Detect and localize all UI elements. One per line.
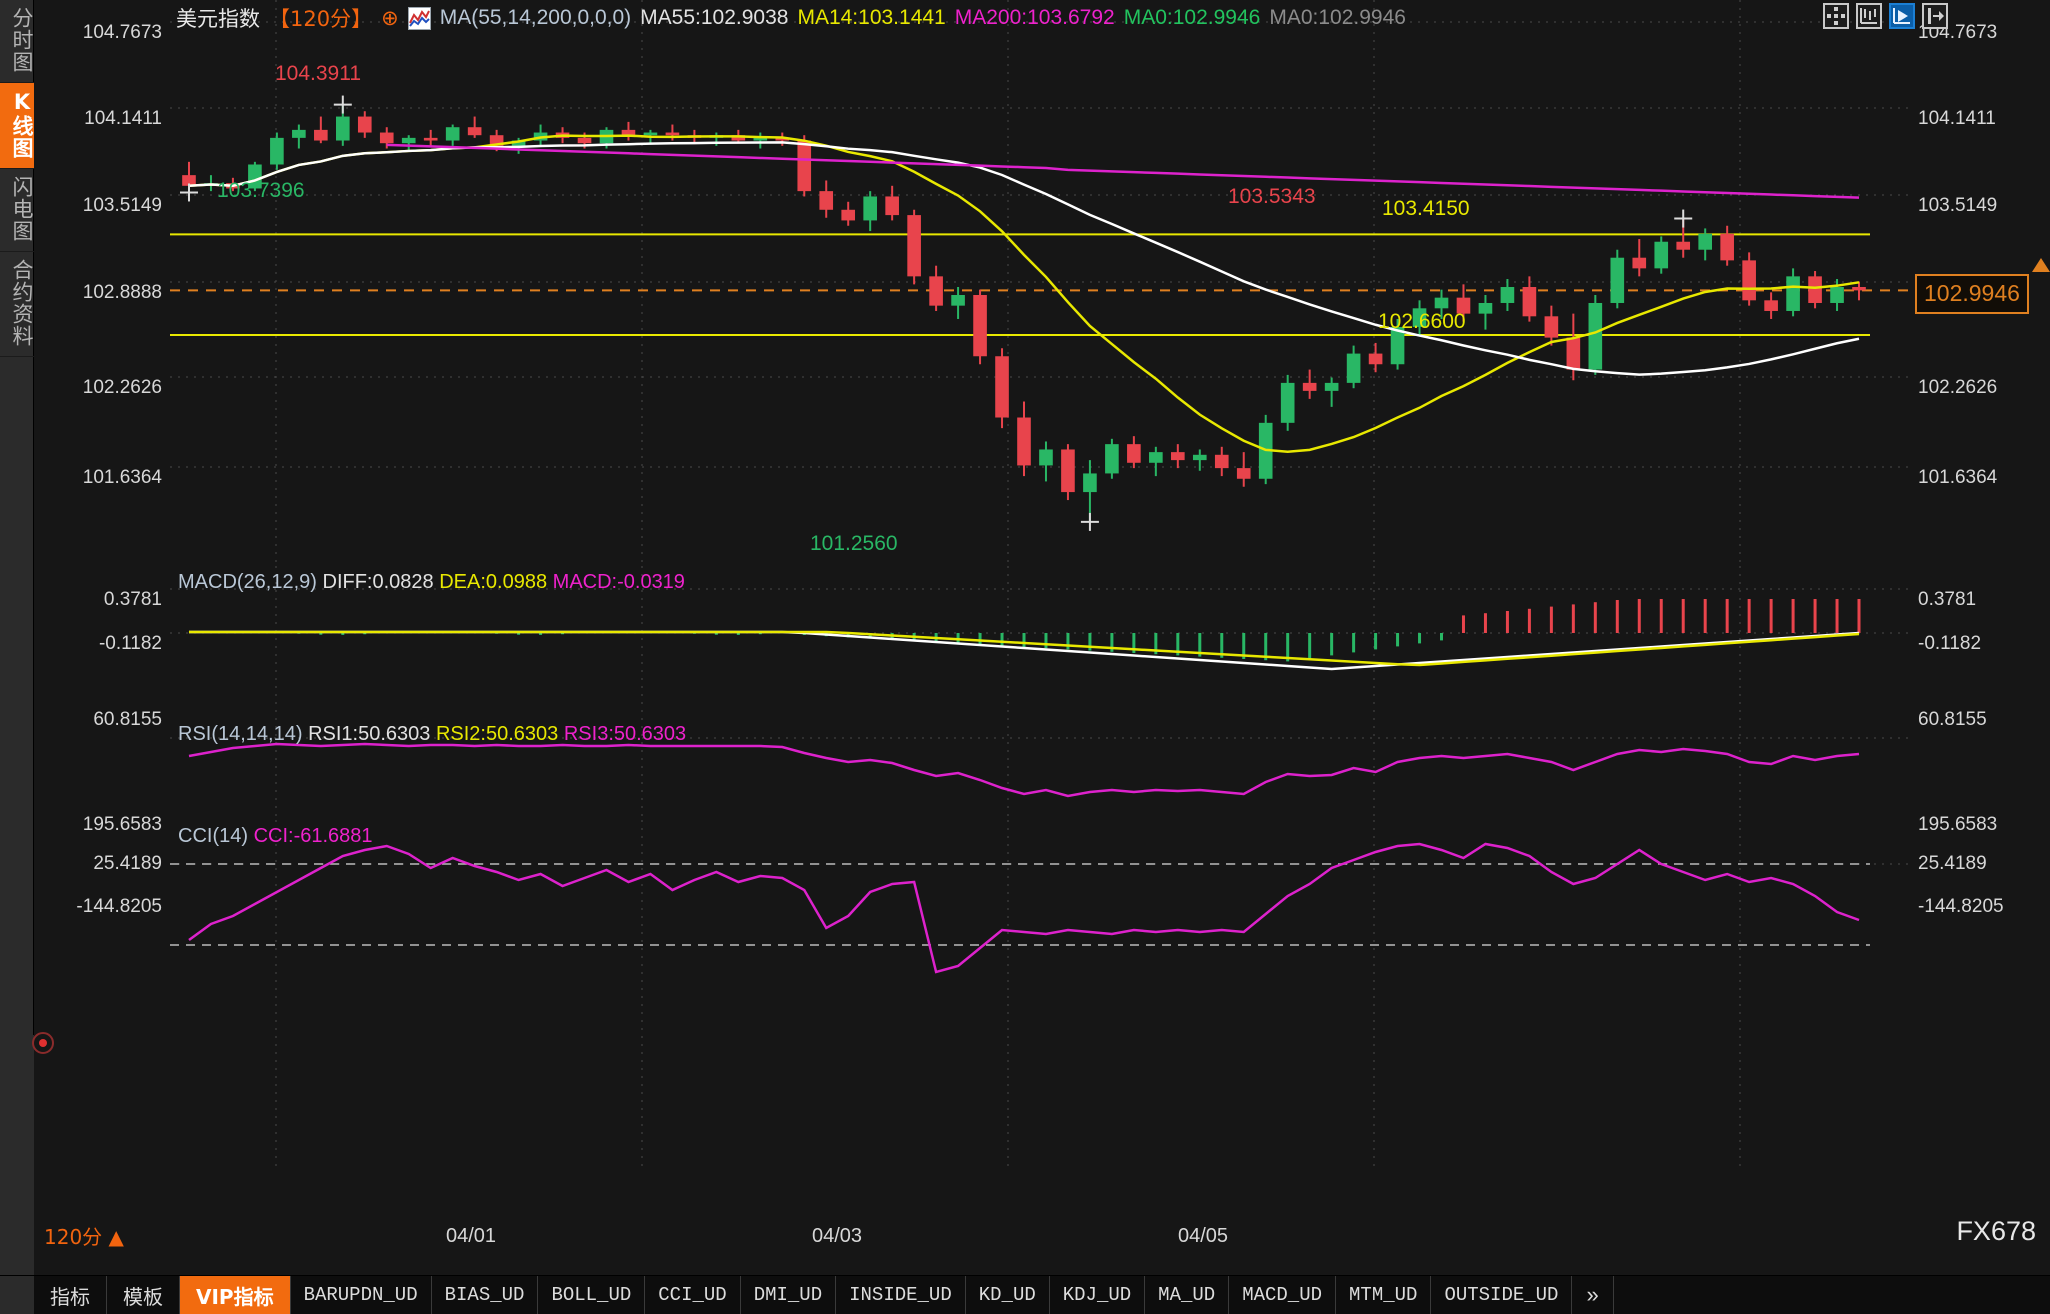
right-axis-tick: 102.2626: [1918, 377, 1998, 398]
indicator-chart-icon[interactable]: [407, 6, 431, 30]
sidebar-item-contract-info[interactable]: 合约资料: [0, 252, 34, 357]
chart-high-label: 104.3911: [275, 62, 362, 85]
right-price-axis: 104.7673104.1411103.5149102.8888102.2626…: [1910, 0, 2050, 1275]
time-axis-label: 04/01: [446, 1225, 497, 1247]
period-label[interactable]: 【120分】: [269, 7, 373, 31]
kd-ud-button[interactable]: KD_UD: [965, 1276, 1050, 1314]
dmi-ud-button[interactable]: DMI_UD: [740, 1276, 837, 1314]
left-axis-tick: 195.6583: [82, 814, 162, 835]
ma55-value: MA55:102.9038: [640, 6, 789, 29]
ma0-green-value: MA0:102.9946: [1123, 6, 1261, 29]
crosshair-move-icon[interactable]: [1823, 3, 1849, 29]
left-axis-tick: 102.2626: [82, 377, 162, 398]
vip-indicator-button[interactable]: VIP指标: [180, 1276, 291, 1314]
right-axis-tick: 101.6364: [1918, 467, 1998, 488]
macd-title: MACD(26,12,9) DIFF:0.0828 DEA:0.0988 MAC…: [178, 571, 685, 594]
time-axis-label: 04/05: [1178, 1225, 1229, 1247]
more-indicators-button[interactable]: »: [1572, 1276, 1614, 1314]
rsi2-value: RSI2:50.6303: [435, 723, 559, 745]
price-pane[interactable]: [170, 0, 1910, 566]
rsi-formula: RSI(14,14,14): [178, 723, 303, 745]
macd-dea: DEA:0.0988: [439, 571, 548, 593]
chart-swing-high-label: 103.5343: [1228, 185, 1316, 208]
right-axis-tick: -144.8205: [1918, 896, 2004, 917]
left-sidebar: 分时图 K线图 闪电图 合约资料: [0, 0, 34, 1275]
macd-ud-button[interactable]: MACD_UD: [1229, 1276, 1337, 1314]
left-price-axis: 104.7673 104.1411 103.5149 102.8888 102.2626…: [34, 0, 170, 1275]
indicator-button[interactable]: 指标: [34, 1276, 107, 1314]
macd-value: MACD:-0.0319: [552, 571, 685, 593]
current-price-tag[interactable]: 102.9946: [1915, 274, 2029, 314]
time-axis: 04/01 04/03 04/05: [170, 1170, 1910, 1275]
right-axis-tick: -0.1182: [1918, 633, 1982, 654]
right-axis-tick: 103.5149: [1918, 195, 1998, 216]
left-axis-tick: 25.4189: [93, 853, 162, 874]
price-arrow-icon: [2032, 258, 2050, 272]
ma0-grey-value: MA0:102.9946: [1269, 6, 1406, 29]
bias-ud-button[interactable]: BIAS_UD: [431, 1276, 539, 1314]
cci-pane[interactable]: CCI(14) CCI:-61.6881: [170, 820, 1910, 1170]
time-axis-label: 04/03: [812, 1225, 863, 1247]
left-axis-tick: 102.8888: [82, 282, 162, 303]
chart-toolbar: [1823, 3, 1948, 29]
chart-legend: 美元指数 【120分】 ⊕ MA(55,14,200,0,0,0) MA55:1…: [176, 3, 1406, 33]
left-axis-tick: 104.1411: [84, 108, 162, 129]
sidebar-item-kline-chart[interactable]: K线图: [0, 83, 34, 169]
chart-low-label: 103.7396: [217, 179, 305, 202]
sidebar-item-time-chart[interactable]: 分时图: [0, 0, 34, 83]
rsi-title: RSI(14,14,14) RSI1:50.6303 RSI2:50.6303 …: [178, 723, 686, 746]
support-line-label: 102.6600: [1378, 310, 1466, 333]
boll-ud-button[interactable]: BOLL_UD: [538, 1276, 646, 1314]
cci-ud-button[interactable]: CCI_UD: [645, 1276, 741, 1314]
inside-ud-button[interactable]: INSIDE_UD: [836, 1276, 966, 1314]
record-indicator-icon[interactable]: [32, 1032, 54, 1054]
cci-value: CCI:-61.6881: [253, 825, 373, 847]
cci-formula: CCI(14): [178, 825, 249, 847]
right-axis-tick: 104.1411: [1918, 108, 1996, 129]
mtm-ud-button[interactable]: MTM_UD: [1336, 1276, 1432, 1314]
macd-diff: DIFF:0.0828: [322, 571, 434, 593]
macd-pane[interactable]: MACD(26,12,9) DIFF:0.0828 DEA:0.0988 MAC…: [170, 566, 1910, 718]
ma-formula-label: MA(55,14,200,0,0,0): [439, 6, 632, 29]
left-axis-tick: -0.1182: [98, 633, 162, 654]
rsi1-value: RSI1:50.6303: [308, 723, 431, 745]
crosshair-target-icon[interactable]: ⊕: [381, 6, 399, 30]
right-axis-tick: 60.8155: [1918, 709, 1987, 730]
chart-play-icon[interactable]: [1889, 3, 1915, 29]
period-badge[interactable]: 120分 ▲: [44, 1225, 124, 1249]
outside-ud-button[interactable]: OUTSIDE_UD: [1431, 1276, 1573, 1314]
chart-fit-icon[interactable]: [1856, 3, 1882, 29]
brand-watermark: FX678: [1956, 1216, 2036, 1246]
chart-low-label-2: 101.2560: [810, 532, 898, 555]
template-button[interactable]: 模板: [107, 1276, 180, 1314]
cci-title: CCI(14) CCI:-61.6881: [178, 825, 373, 848]
bottom-toolbar-spacer: [0, 1276, 34, 1314]
ma-ud-button[interactable]: MA_UD: [1145, 1276, 1230, 1314]
macd-formula: MACD(26,12,9): [178, 571, 317, 593]
ma14-value: MA14:103.1441: [797, 6, 946, 29]
ma200-value: MA200:103.6792: [954, 6, 1115, 29]
left-axis-tick: -144.8205: [76, 896, 162, 917]
left-axis-tick: 104.7673: [82, 22, 162, 43]
right-axis-tick: 195.6583: [1918, 814, 1998, 835]
bottom-toolbar: 指标 模板 VIP指标 BARUPDN_UD BIAS_UD BOLL_UD CCI_UD D…: [0, 1275, 2050, 1314]
left-axis-tick: 103.5149: [82, 195, 162, 216]
rsi3-value: RSI3:50.6303: [563, 723, 687, 745]
resistance-line-label: 103.4150: [1382, 197, 1470, 220]
symbol-name: 美元指数: [176, 7, 260, 31]
rsi-pane[interactable]: RSI(14,14,14) RSI1:50.6303 RSI2:50.6303 …: [170, 718, 1910, 820]
left-axis-tick: 101.6364: [82, 467, 162, 488]
plot-area[interactable]: MACD(26,12,9) DIFF:0.0828 DEA:0.0988 MAC…: [170, 0, 1910, 1275]
sidebar-item-lightning-chart[interactable]: 闪电图: [0, 169, 34, 252]
chart-shift-right-icon[interactable]: [1922, 3, 1948, 29]
left-axis-tick: 60.8155: [93, 709, 162, 730]
left-axis-tick: 0.3781: [103, 589, 162, 610]
right-axis-tick: 0.3781: [1918, 589, 1977, 610]
sidebar-filler: [0, 1035, 34, 1275]
barupdn-ud-button[interactable]: BARUPDN_UD: [290, 1276, 432, 1314]
right-axis-tick: 25.4189: [1918, 853, 1987, 874]
kdj-ud-button[interactable]: KDJ_UD: [1049, 1276, 1146, 1314]
